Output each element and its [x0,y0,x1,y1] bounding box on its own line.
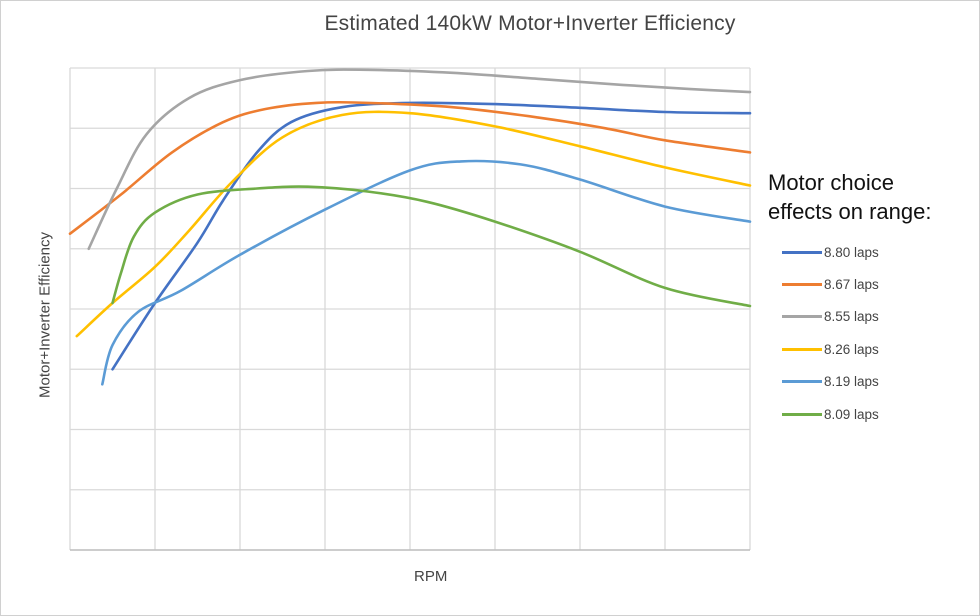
legend-swatch [782,250,822,254]
series-line-8-80-laps [111,101,752,371]
legend-label: 8.80 laps [824,244,879,260]
legend-label: 8.55 laps [824,309,879,325]
gridlines [69,67,751,551]
legend-heading-line-1: Motor choice [768,170,894,195]
chart-title: Estimated 140kW Motor+Inverter Efficienc… [324,12,736,35]
legend-item-8-55-laps: 8.55 laps [782,301,879,333]
legend-heading-line-2: effects on range: [768,199,932,224]
legend-swatch [782,347,822,351]
legend-label: 8.09 laps [824,406,879,422]
legend-swatch [782,283,822,287]
legend-swatch [782,315,822,319]
legend-label: 8.67 laps [824,277,879,293]
legend-item-8-67-laps: 8.67 laps [782,268,879,300]
legend-item-8-26-laps: 8.26 laps [782,333,879,365]
legend-label: 8.19 laps [824,374,879,390]
legend-item-8-80-laps: 8.80 laps [782,236,879,268]
legend-heading: Motor choice effects on range: [768,168,932,226]
series-line-8-26-laps [75,110,752,338]
legend-swatch [782,380,822,384]
series-lines [68,68,752,386]
legend-item-8-09-laps: 8.09 laps [782,398,879,430]
series-line-8-19-laps [101,159,752,386]
series-line-8-55-laps [87,68,752,251]
series-line-8-67-laps [68,100,752,235]
legend-swatch [782,412,822,416]
series-line-8-09-laps [111,185,752,308]
legend-label: 8.26 laps [824,341,879,357]
legend-item-8-19-laps: 8.19 laps [782,366,879,398]
x-axis-label: RPM [414,568,448,585]
legend: 8.80 laps 8.67 laps 8.55 laps 8.26 laps 8.19… [782,236,879,430]
